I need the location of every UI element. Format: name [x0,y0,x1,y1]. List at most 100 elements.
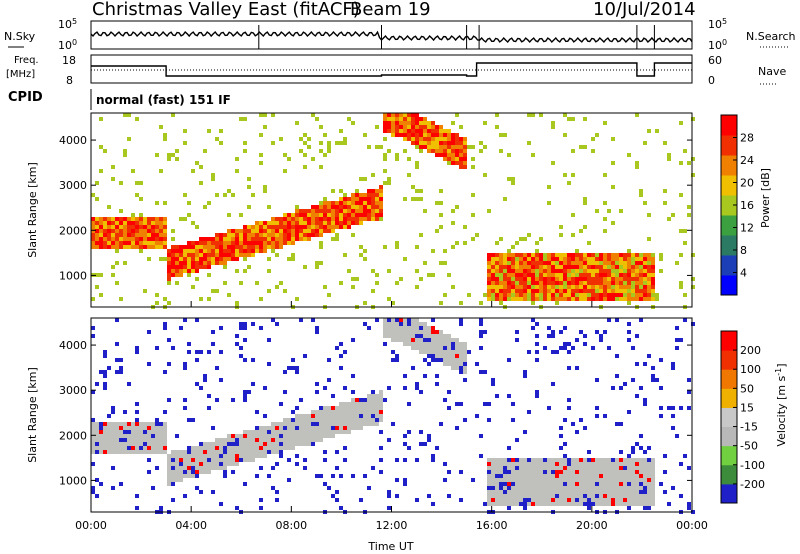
heatmap-cell [375,145,379,149]
heatmap-cell [215,366,219,370]
heatmap-cell [335,201,339,205]
heatmap-cell [491,382,495,386]
heatmap-cell [363,322,367,326]
heatmap-cell [483,121,487,125]
heatmap-cell [451,342,455,346]
heatmap-cell [551,297,555,301]
heatmap-cell [603,462,607,466]
heatmap-cell [399,117,403,121]
heatmap-cell [135,245,139,249]
heatmap-cell [395,338,399,342]
heatmap-cell [599,281,603,285]
heatmap-cell [227,454,231,458]
heatmap-cell [507,297,511,301]
heatmap-cell [491,462,495,466]
heatmap-cell [331,426,335,430]
heatmap-cell [631,261,635,265]
heatmap-cell [311,209,315,213]
heatmap-cell [335,213,339,217]
heatmap-cell [615,273,619,277]
heatmap-cell [263,454,267,458]
heatmap-cell [607,478,611,482]
heatmap-cell [131,233,135,237]
heatmap-cell [311,157,315,161]
heatmap-cell [635,253,639,257]
heatmap-cell [447,390,451,394]
heatmap-cell [183,257,187,261]
heatmap-cell [575,366,579,370]
heatmap-cell [587,450,591,454]
heatmap-cell [431,149,435,153]
heatmap-cell [687,378,691,382]
heatmap-cell [527,253,531,257]
heatmap-cell [639,490,643,494]
heatmap-cell [435,350,439,354]
heatmap-cell [387,113,391,117]
heatmap-cell [175,149,179,153]
heatmap-cell [247,233,251,237]
heatmap-cell [391,318,395,322]
heatmap-cell [235,342,239,346]
heatmap-cell [591,269,595,273]
heatmap-cell [135,237,139,241]
heatmap-cell [531,253,535,257]
heatmap-cell [379,398,383,402]
heatmap-cell [515,498,519,502]
heatmap-cell [547,257,551,261]
heatmap-cell [439,350,443,354]
heatmap-cell [227,237,231,241]
heatmap-cell [319,430,323,434]
heatmap-cell [535,458,539,462]
heatmap-cell [583,201,587,205]
heatmap-cell [387,506,391,510]
heatmap-cell [447,153,451,157]
heatmap-cell [627,269,631,273]
heatmap-cell [323,217,327,221]
heatmap-cell [271,113,275,117]
heatmap-cell [491,494,495,498]
heatmap-cell [163,430,167,434]
heatmap-cell [607,209,611,213]
heatmap-cell [543,253,547,257]
heatmap-cell [591,293,595,297]
heatmap-cell [579,229,583,233]
heatmap-cell [171,153,175,157]
heatmap-cell [647,297,651,301]
heatmap-cell [207,273,211,277]
heatmap-cell [195,462,199,466]
heatmap-cell [119,482,123,486]
heatmap-cell [263,249,267,253]
heatmap-cell [119,233,123,237]
heatmap-cell [531,498,535,502]
heatmap-cell [111,165,115,169]
heatmap-cell [491,257,495,261]
heatmap-cell [251,358,255,362]
heatmap-cell [515,470,519,474]
heatmap-cell [343,137,347,141]
heatmap-cell [503,261,507,265]
heatmap-cell [195,446,199,450]
heatmap-cell [99,273,103,277]
heatmap-cell [335,221,339,225]
heatmap-cell [635,474,639,478]
heatmap-cell [503,281,507,285]
cpid-program: normal (fast) 151 IF [96,93,231,107]
heatmap-cell [503,285,507,289]
heatmap-cell [559,225,563,229]
heatmap-cell [187,418,191,422]
heatmap-cell [579,458,583,462]
heatmap-cell [435,354,439,358]
heatmap-cell [531,281,535,285]
heatmap-cell [267,442,271,446]
heatmap-cell [103,225,107,229]
heatmap-cell [279,442,283,446]
heatmap-cell [391,129,395,133]
heatmap-cell [595,265,599,269]
heatmap-cell [555,281,559,285]
heatmap-cell [195,318,199,322]
heatmap-cell [99,426,103,430]
heatmap-cell [135,217,139,221]
heatmap-cell [239,438,243,442]
heatmap-cell [563,285,567,289]
heatmap-cell [155,201,159,205]
